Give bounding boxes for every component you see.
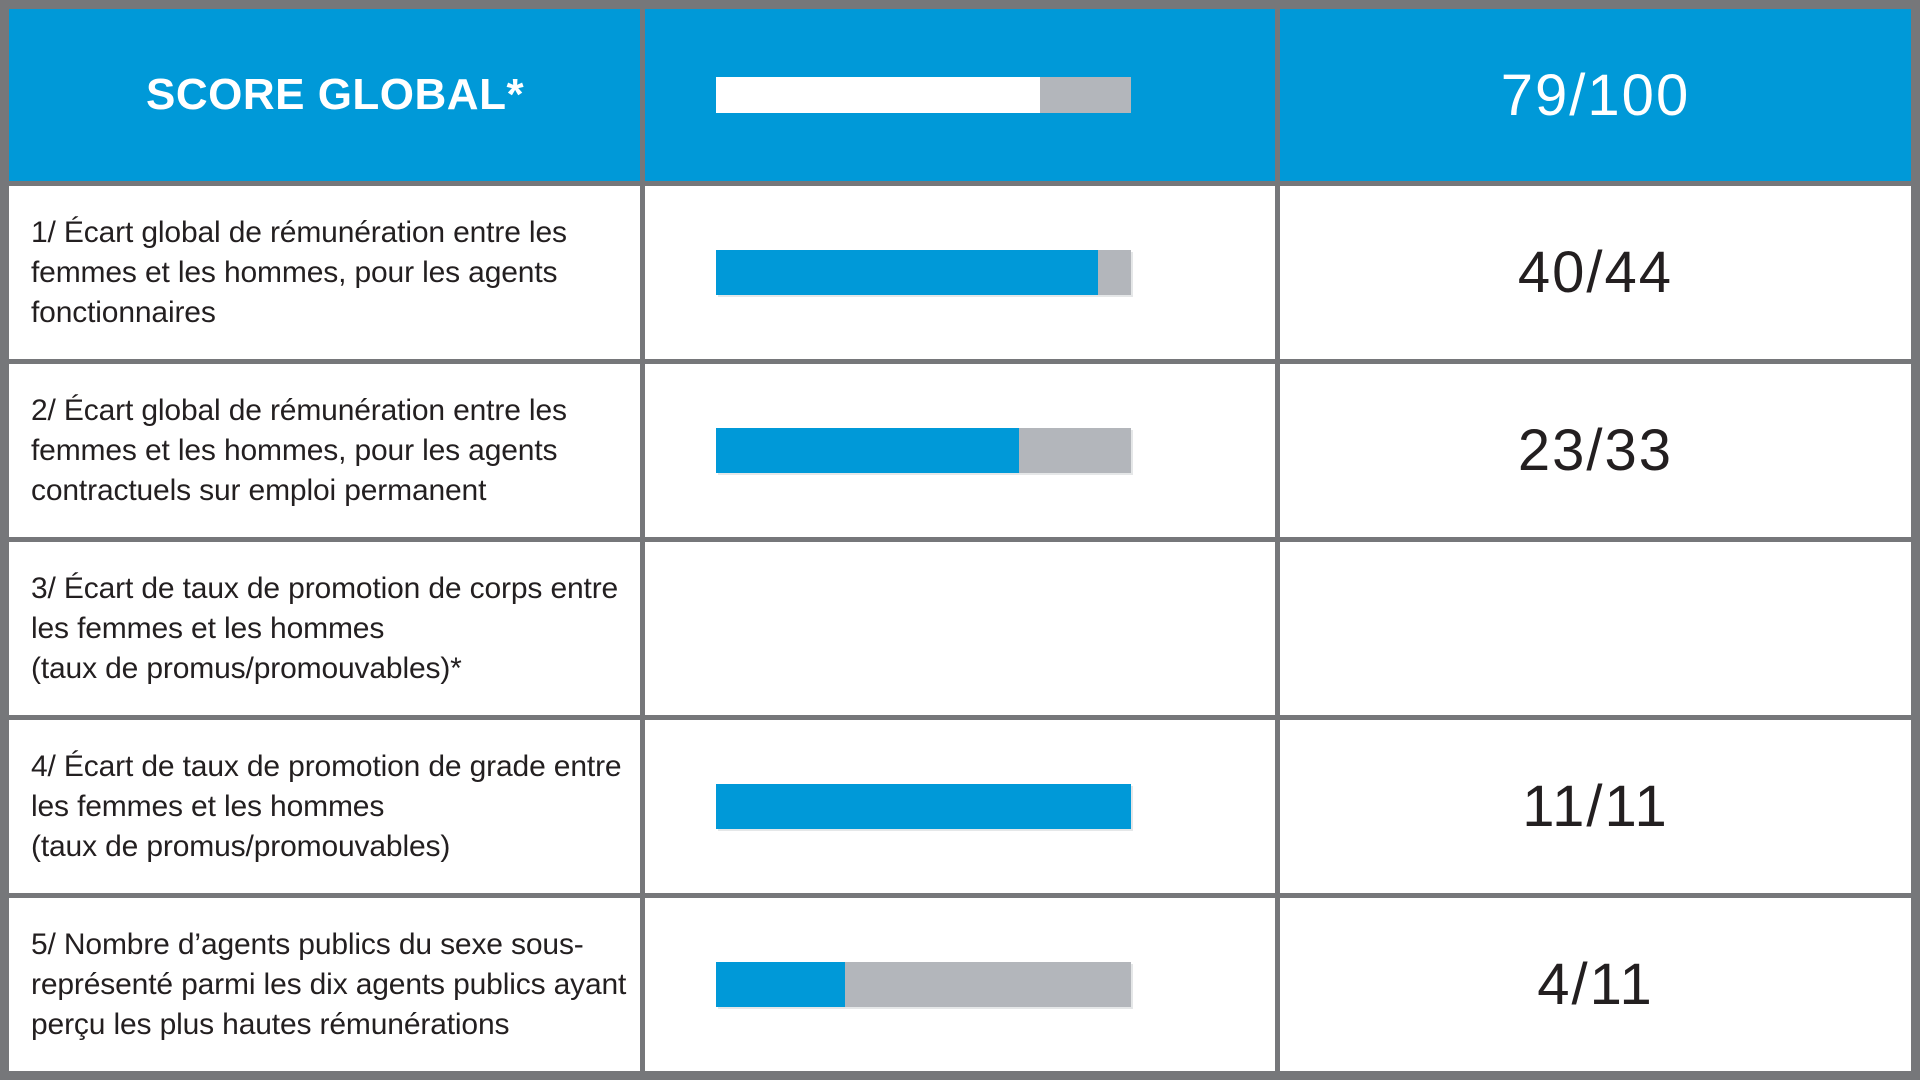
criterion-3-label: 3/ Écart de taux de promotion de corps e… — [31, 571, 619, 685]
row-4-score-cell: 11/11 — [1280, 720, 1911, 893]
row-2-label-cell: 2/ Écart global de rémunération entre le… — [9, 364, 640, 537]
criterion-1-bar-track — [716, 250, 1131, 295]
row-5-bar-cell — [645, 898, 1275, 1071]
criterion-2-bar-fill — [716, 428, 1019, 473]
row-5-label-cell: 5/ Nombre d’agents publics du sexe sous-… — [9, 898, 640, 1071]
criterion-5-label: 5/ Nombre d’agents publics du sexe sous-… — [31, 927, 627, 1041]
row-2-score-cell: 23/33 — [1280, 364, 1911, 537]
row-3-bar-cell-empty — [645, 542, 1275, 715]
criterion-1-label: 1/ Écart global de rémunération entre le… — [31, 215, 567, 329]
row-4-label-cell: 4/ Écart de taux de promotion de grade e… — [9, 720, 640, 893]
score-global-title: SCORE GLOBAL* — [146, 70, 525, 119]
criterion-1-bar-fill — [716, 250, 1098, 295]
row-1-bar-cell — [645, 186, 1275, 359]
global-progress-bar-track — [716, 77, 1131, 113]
criterion-4-bar-track — [716, 784, 1131, 829]
header-bar-cell — [645, 9, 1275, 181]
header-score-cell: 79/100 — [1280, 9, 1911, 181]
criterion-2-score: 23/33 — [1517, 418, 1674, 483]
criterion-1-score: 40/44 — [1517, 240, 1674, 305]
header-title-cell: SCORE GLOBAL* — [9, 9, 640, 181]
criterion-2-bar-track — [716, 428, 1131, 473]
global-score-value: 79/100 — [1500, 62, 1691, 128]
row-3-score-cell-empty — [1280, 542, 1911, 715]
row-5-score-cell: 4/11 — [1280, 898, 1911, 1071]
criterion-2-label: 2/ Écart global de rémunération entre le… — [31, 393, 567, 507]
criterion-5-score: 4/11 — [1537, 952, 1654, 1017]
row-2-bar-cell — [645, 364, 1275, 537]
row-3-label-cell: 3/ Écart de taux de promotion de corps e… — [9, 542, 640, 715]
row-1-score-cell: 40/44 — [1280, 186, 1911, 359]
row-1-label-cell: 1/ Écart global de rémunération entre le… — [9, 186, 640, 359]
criterion-4-bar-fill — [716, 784, 1131, 829]
criterion-4-score: 11/11 — [1522, 774, 1669, 839]
global-progress-bar-fill — [716, 77, 1040, 113]
criterion-5-bar-fill — [716, 962, 845, 1007]
criterion-4-label: 4/ Écart de taux de promotion de grade e… — [31, 749, 622, 863]
row-4-bar-cell — [645, 720, 1275, 893]
criterion-5-bar-track — [716, 962, 1131, 1007]
